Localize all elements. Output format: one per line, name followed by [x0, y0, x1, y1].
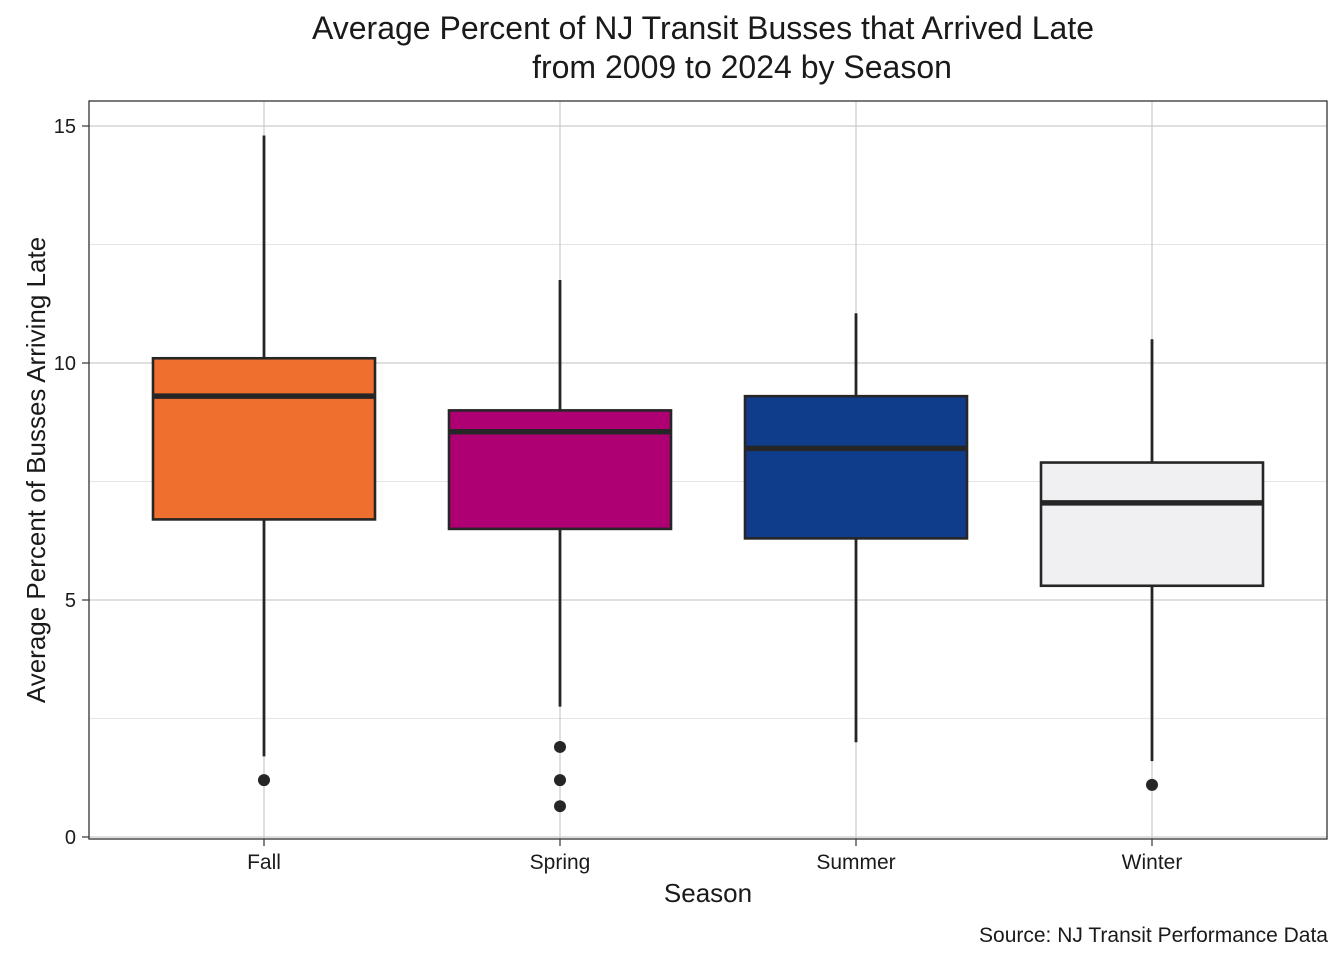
x-tick-label: Winter [1122, 851, 1183, 874]
box-spring [447, 280, 673, 813]
y-axis-label: Average Percent of Busses Arriving Late [21, 237, 51, 703]
box-fall [151, 135, 377, 787]
x-tick-label: Summer [816, 851, 895, 874]
iqr-box [151, 356, 377, 521]
chart-caption: Source: NJ Transit Performance Data [979, 924, 1328, 947]
outlier-point [258, 774, 270, 787]
y-axis: 0 5 10 15 [54, 116, 89, 849]
y-tick-label: 10 [54, 353, 76, 375]
x-tick-label: Spring [530, 851, 591, 874]
outlier-point [1146, 778, 1158, 791]
x-axis: Fall Spring Summer Winter [247, 839, 1182, 874]
y-tick-label: 0 [65, 827, 76, 849]
x-axis-label: Season [664, 878, 752, 908]
iqr-box [743, 394, 969, 540]
outlier-point [554, 800, 566, 813]
y-tick-label: 5 [65, 590, 76, 612]
chart-title-line-1: Average Percent of NJ Transit Busses tha… [312, 10, 1094, 46]
box-summer [743, 313, 969, 743]
box-series [151, 135, 1265, 813]
y-tick-label: 15 [54, 116, 76, 138]
plot-panel-border [88, 100, 1328, 840]
x-tick-label: Fall [247, 851, 281, 874]
iqr-box [447, 409, 673, 531]
outlier-point [554, 740, 566, 753]
box-winter [1039, 339, 1265, 791]
outlier-point [554, 774, 566, 787]
chart-title-line-2: from 2009 to 2024 by Season [532, 49, 952, 85]
iqr-box [1039, 461, 1265, 588]
